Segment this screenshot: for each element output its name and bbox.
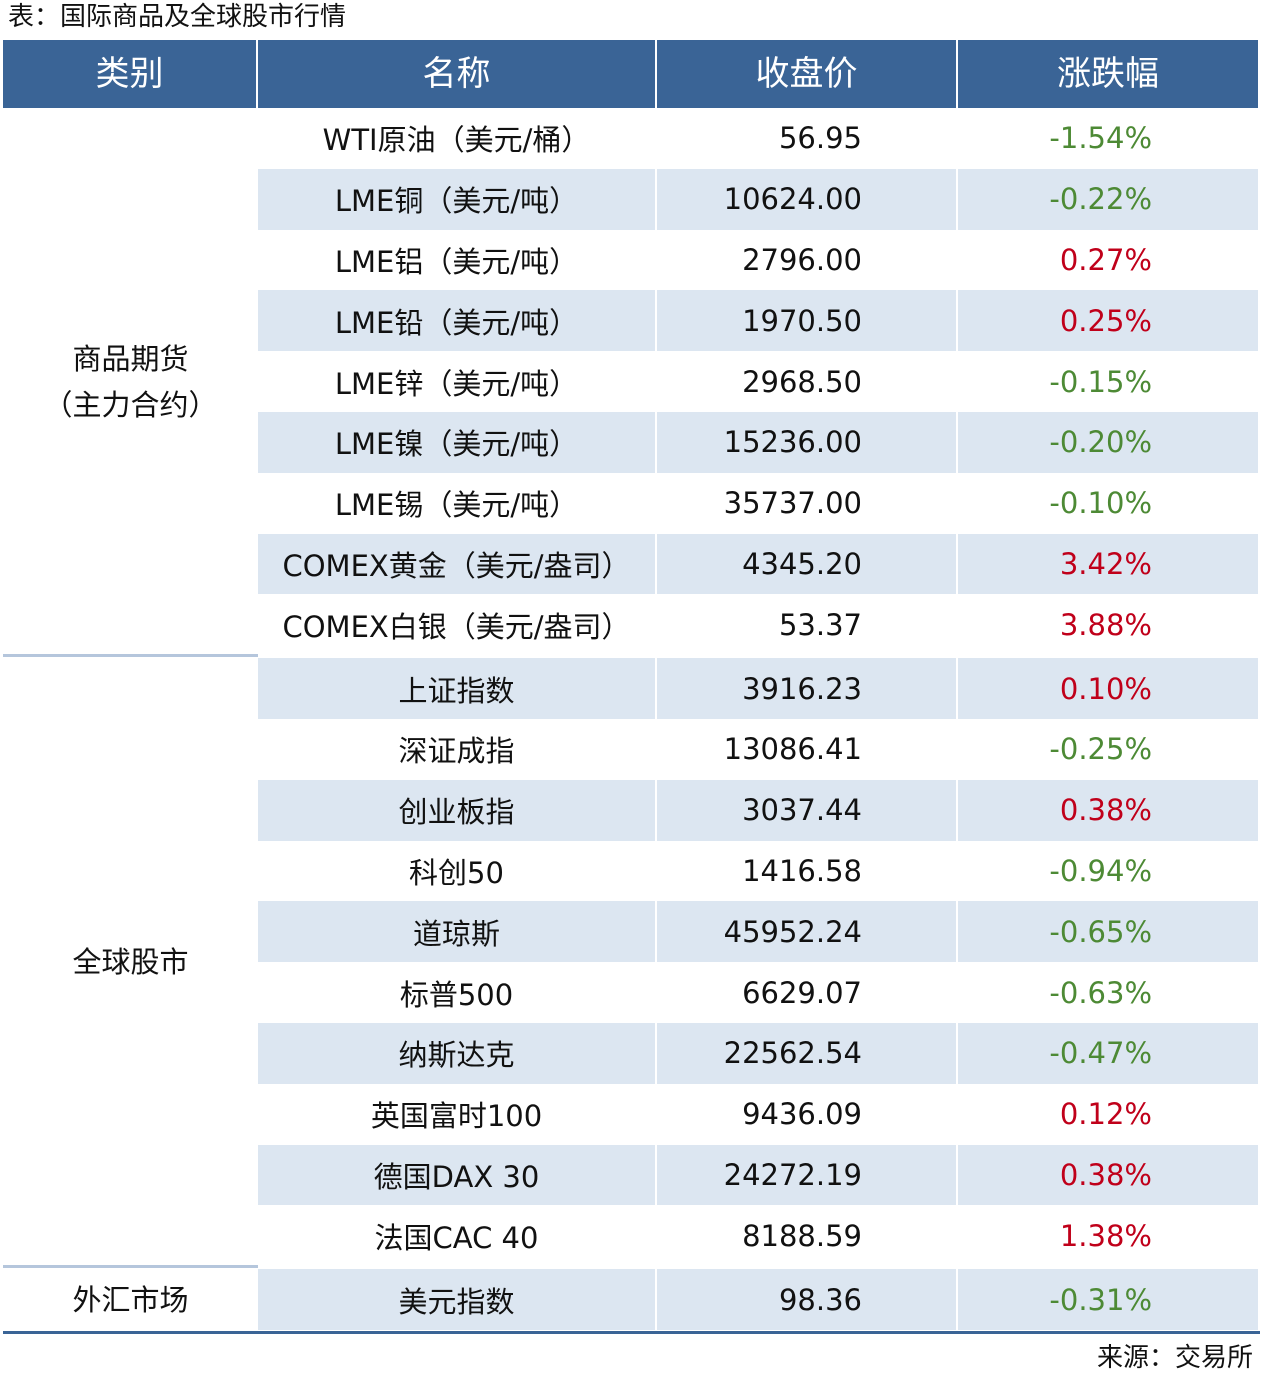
change-cell: 0.38%: [958, 779, 1260, 841]
price-cell: 53.37: [657, 594, 958, 656]
change-cell: 0.12%: [958, 1083, 1260, 1145]
table-title: 表：国际商品及全球股市行情: [8, 2, 347, 32]
name-cell: 美元指数: [258, 1269, 657, 1330]
name-cell: LME铅（美元/吨）: [258, 290, 657, 352]
price-cell: 8188.59: [657, 1205, 958, 1267]
change-cell: -0.20%: [958, 412, 1260, 473]
change-cell: -0.65%: [958, 901, 1260, 963]
change-cell: 0.25%: [958, 290, 1260, 352]
name-cell: COMEX黄金（美元/盎司）: [258, 533, 657, 595]
name-cell: 上证指数: [258, 658, 657, 719]
category-cell: 全球股市: [3, 658, 258, 1266]
price-cell: 6629.07: [657, 962, 958, 1023]
change-cell: 0.10%: [958, 658, 1260, 719]
change-cell: 1.38%: [958, 1205, 1260, 1267]
price-cell: 2796.00: [657, 229, 958, 291]
header-cell: 涨跌幅: [958, 40, 1260, 108]
name-cell: LME铝（美元/吨）: [258, 229, 657, 291]
price-cell: 1416.58: [657, 840, 958, 902]
name-cell: 法国CAC 40: [258, 1205, 657, 1267]
change-cell: -0.15%: [958, 351, 1260, 412]
name-cell: 创业板指: [258, 779, 657, 841]
source: 来源：交易所: [1096, 1343, 1253, 1373]
category-cell: 外汇市场: [3, 1269, 258, 1330]
price-cell: 24272.19: [657, 1144, 958, 1206]
name-cell: 科创50: [258, 840, 657, 902]
category-line: （主力合约）: [43, 387, 218, 422]
name-cell: 英国富时100: [258, 1083, 657, 1145]
price-cell: 9436.09: [657, 1083, 958, 1145]
change-cell: -0.22%: [958, 168, 1260, 230]
group-separator: [3, 1265, 258, 1269]
change-cell: 0.27%: [958, 229, 1260, 291]
price-cell: 98.36: [657, 1269, 958, 1330]
price-cell: 4345.20: [657, 533, 958, 595]
header-cell: 类别: [3, 40, 258, 108]
price-cell: 3916.23: [657, 658, 958, 719]
change-cell: -1.54%: [958, 108, 1260, 169]
category-line: 全球股市: [72, 945, 189, 980]
name-cell: COMEX白银（美元/盎司）: [258, 594, 657, 656]
change-cell: 0.38%: [958, 1144, 1260, 1206]
header-cell: 收盘价: [657, 40, 958, 108]
name-cell: LME锡（美元/吨）: [258, 472, 657, 534]
price-cell: 3037.44: [657, 779, 958, 841]
bottom-rule: [3, 1331, 1260, 1334]
name-cell: 德国DAX 30: [258, 1144, 657, 1206]
group-separator: [3, 654, 258, 658]
name-cell: 道琼斯: [258, 901, 657, 963]
price-cell: 56.95: [657, 108, 958, 169]
header-cell: 名称: [258, 40, 657, 108]
name-cell: 深证成指: [258, 719, 657, 780]
category-cell: 商品期货 （主力合约）: [3, 108, 258, 655]
price-cell: 13086.41: [657, 719, 958, 780]
price-cell: 15236.00: [657, 412, 958, 473]
price-cell: 22562.54: [657, 1023, 958, 1084]
change-cell: 3.42%: [958, 533, 1260, 595]
price-cell: 2968.50: [657, 351, 958, 412]
name-cell: LME锌（美元/吨）: [258, 351, 657, 412]
price-cell: 10624.00: [657, 168, 958, 230]
change-cell: 3.88%: [958, 594, 1260, 656]
change-cell: -0.25%: [958, 719, 1260, 780]
category-line: 外汇市场: [72, 1282, 189, 1317]
change-cell: -0.10%: [958, 472, 1260, 534]
change-cell: -0.94%: [958, 840, 1260, 902]
name-cell: WTI原油（美元/桶）: [258, 108, 657, 169]
change-cell: -0.31%: [958, 1269, 1260, 1330]
change-cell: -0.63%: [958, 962, 1260, 1023]
name-cell: 纳斯达克: [258, 1023, 657, 1084]
category-line: 商品期货: [72, 341, 189, 376]
name-cell: LME镍（美元/吨）: [258, 412, 657, 473]
change-cell: -0.47%: [958, 1023, 1260, 1084]
name-cell: LME铜（美元/吨）: [258, 168, 657, 230]
price-cell: 45952.24: [657, 901, 958, 963]
name-cell: 标普500: [258, 962, 657, 1023]
price-cell: 35737.00: [657, 472, 958, 534]
price-cell: 1970.50: [657, 290, 958, 352]
